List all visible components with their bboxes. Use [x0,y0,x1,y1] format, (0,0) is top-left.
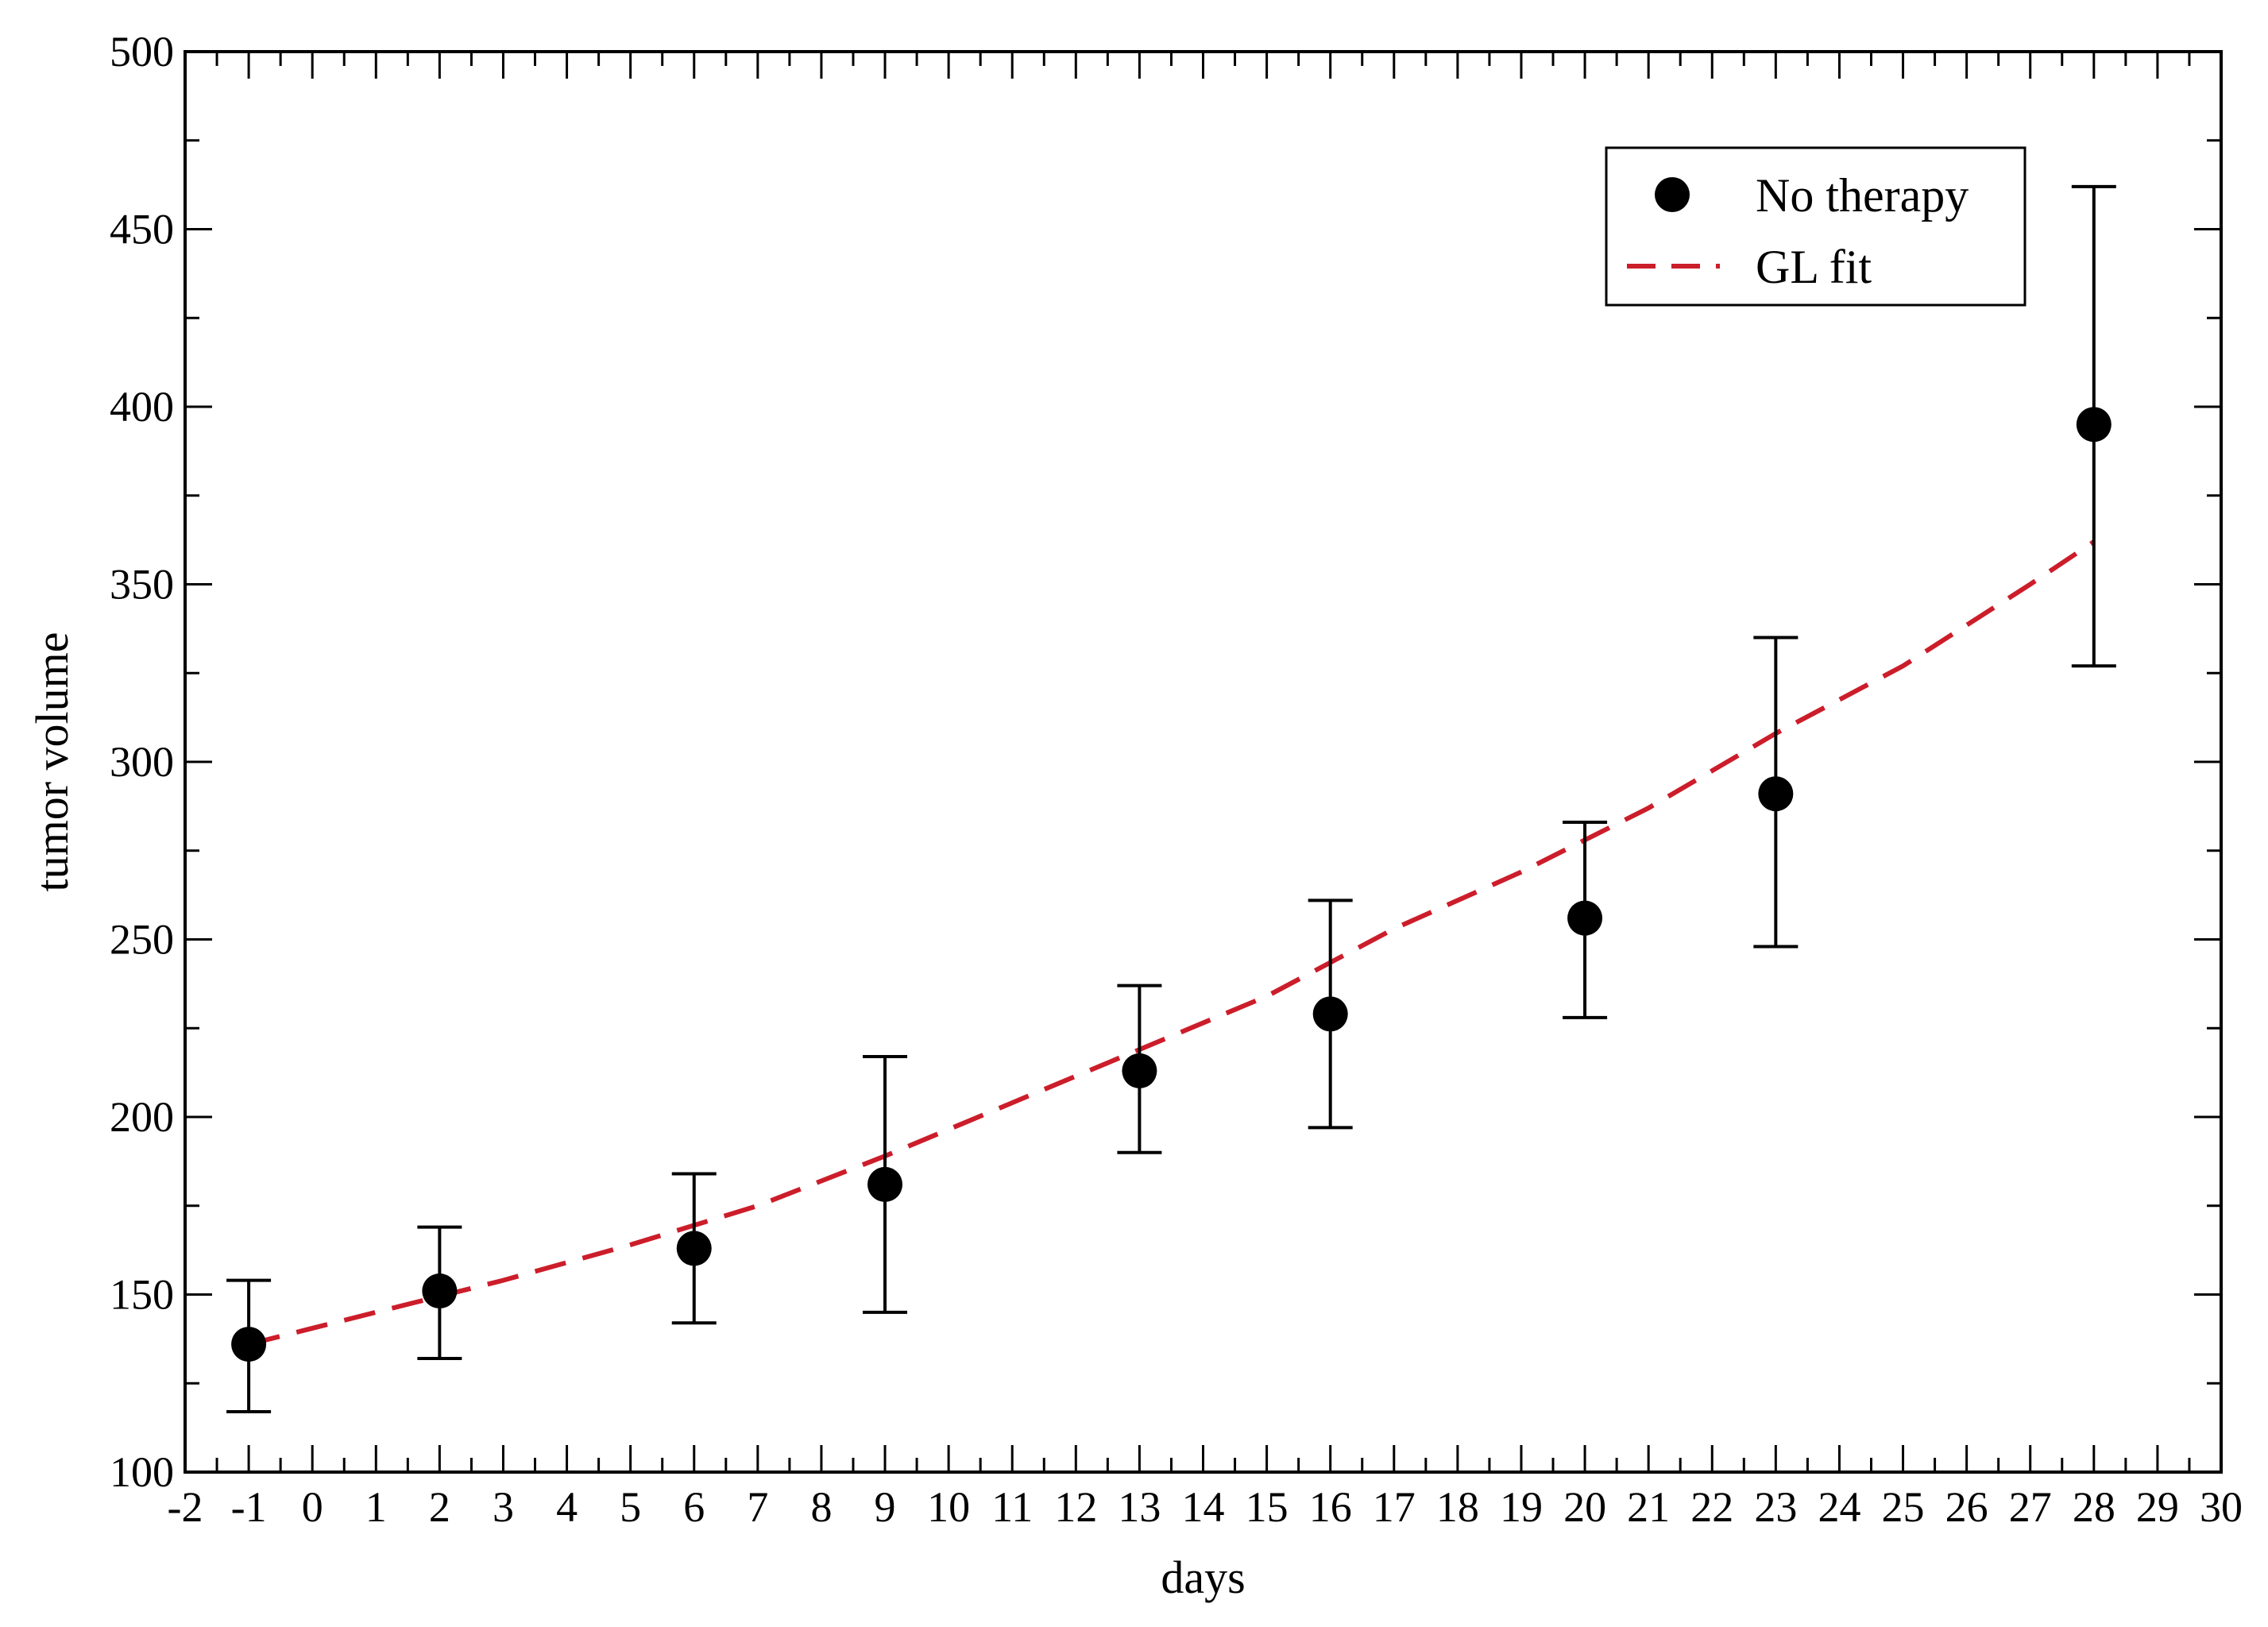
x-tick-label: 8 [810,1483,832,1531]
x-tick-label: 0 [302,1483,323,1531]
legend: No therapy GL fit [1605,146,2027,307]
x-tick-label: 23 [1754,1483,1797,1531]
x-tick-label: 12 [1054,1483,1097,1531]
x-tick-label: -1 [231,1483,267,1531]
legend-label-gl-fit: GL fit [1756,241,1872,293]
y-tick-label: 200 [110,1093,174,1141]
x-tick-label: 7 [747,1483,768,1531]
legend-label-no-therapy: No therapy [1756,169,1969,222]
y-tick-label: 400 [110,383,174,431]
x-tick-label: 6 [683,1483,705,1531]
x-tick-label: 17 [1373,1483,1416,1531]
legend-box [1605,146,2027,307]
x-tick-label: 28 [2073,1483,2115,1531]
data-point [1312,996,1348,1032]
x-tick-label: 2 [429,1483,450,1531]
x-tick-label: 3 [493,1483,514,1531]
data-point [1758,776,1794,812]
x-tick-label: 14 [1182,1483,1225,1531]
y-axis-label: tumor volume [26,632,78,891]
x-tick-label: 20 [1563,1483,1606,1531]
data-point [676,1231,712,1266]
x-tick-label: 10 [927,1483,970,1531]
x-tick-label: 30 [2200,1483,2243,1531]
x-tick-label: 18 [1436,1483,1479,1531]
y-tick-label: 500 [110,28,174,75]
ticks-layer [184,50,2223,1474]
gl-fit-line [248,539,2096,1347]
plot-frame [184,50,2223,1474]
y-tick-label: 300 [110,738,174,786]
x-tick-label: 24 [1818,1483,1860,1531]
legend-marker-no-therapy [1655,177,1690,212]
x-tick-label: 9 [875,1483,896,1531]
data-point [867,1166,903,1202]
x-tick-label: -2 [168,1483,203,1531]
x-tick-label: 1 [365,1483,387,1531]
data-point [1567,900,1603,936]
y-tick-label: 100 [110,1448,174,1496]
data-points-layer [231,407,2112,1362]
labels-layer: -2 -1 0 1 2 3 4 5 6 7 8 9 10 11 12 13 14 15 16 17 18 19 20 21 22… [110,28,2243,1531]
x-tick-label: 27 [2009,1483,2052,1531]
x-tick-label: 25 [1882,1483,1925,1531]
data-point [1122,1053,1157,1088]
x-tick-label: 26 [1945,1483,1988,1531]
x-tick-label: 4 [556,1483,578,1531]
x-tick-label: 16 [1309,1483,1352,1531]
y-tick-label: 150 [110,1271,174,1319]
y-tick-label: 250 [110,916,174,964]
data-point [2076,407,2112,442]
x-tick-label: 11 [991,1483,1033,1531]
data-point [422,1273,458,1309]
x-axis-label: days [1161,1552,1245,1603]
y-tick-label: 450 [110,206,174,253]
data-point [231,1327,267,1362]
x-tick-label: 21 [1627,1483,1670,1531]
x-tick-label: 29 [2136,1483,2179,1531]
x-tick-label: 5 [620,1483,641,1531]
x-tick-label: 13 [1118,1483,1161,1531]
y-tick-label: 350 [110,561,174,609]
x-tick-label: 15 [1246,1483,1289,1531]
x-tick-label: 19 [1500,1483,1543,1531]
x-tick-label: 22 [1690,1483,1733,1531]
fit-layer [248,539,2096,1347]
